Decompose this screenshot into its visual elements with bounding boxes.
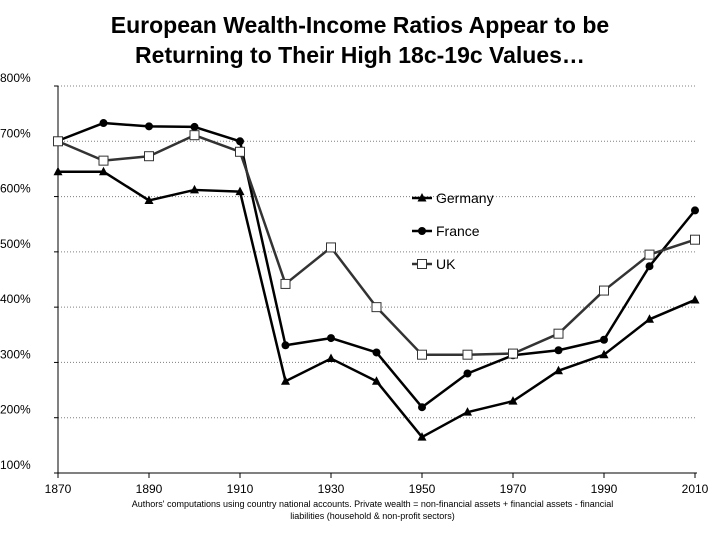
data-point-germany-2000 (645, 314, 654, 323)
legend-marker-uk (417, 259, 427, 269)
data-point-uk-1990 (599, 285, 609, 296)
x-tick-label-1950: 1950 (409, 482, 436, 496)
data-point-france-1900 (190, 122, 199, 131)
data-point-uk-1920 (280, 278, 291, 289)
data-point-germany-1990 (599, 349, 609, 359)
series-line-france (57, 121, 696, 409)
data-point-germany-1970 (508, 396, 518, 405)
data-point-germany-1930 (326, 353, 336, 363)
x-tick-label-2010: 2010 (682, 482, 709, 496)
legend-marker-france (418, 227, 426, 235)
legend: Germany France UK (412, 190, 494, 272)
data-point-uk-2000 (644, 249, 655, 260)
data-series (53, 119, 700, 441)
y-tick-label-800: 800% (0, 71, 31, 85)
data-point-uk-1890 (144, 151, 154, 162)
data-point-uk-1950 (417, 349, 427, 360)
data-point-uk-1880 (98, 155, 109, 166)
data-point-germany-1920 (281, 376, 290, 385)
data-point-france-1980 (554, 346, 563, 355)
data-point-france-1890 (145, 122, 153, 131)
data-point-france-1920 (281, 341, 290, 350)
data-point-germany-1950 (417, 432, 427, 441)
y-tick-label-400: 400% (0, 292, 31, 306)
y-tick-label-700: 700% (0, 126, 31, 140)
x-tick-label-1930: 1930 (318, 482, 345, 496)
legend-item-germany: Germany (412, 190, 494, 206)
data-point-france-1950 (418, 403, 426, 412)
source-note-line-1: Authors' computations using country nati… (131, 499, 614, 509)
data-point-germany-1900 (190, 184, 199, 194)
legend-item-france: France (412, 223, 480, 239)
y-tick-label-600: 600% (0, 182, 31, 196)
chart-title-line-1: European Wealth-Income Ratios Appear to … (110, 12, 610, 38)
legend-marker-germany (417, 193, 427, 202)
data-point-uk-2010 (690, 234, 700, 245)
data-point-france-1940 (372, 348, 381, 357)
data-point-uk-1870 (53, 136, 63, 147)
data-point-germany-1880 (99, 166, 108, 176)
source-note-line-2: liabilities (household & non-profit sect… (290, 511, 455, 521)
data-point-uk-1980 (553, 328, 564, 339)
chart-title: European Wealth-Income Ratios Appear to … (0, 10, 720, 70)
axes (57, 86, 697, 474)
data-point-uk-1960 (462, 349, 473, 360)
gridlines (58, 85, 695, 419)
legend-label-germany: Germany (436, 190, 494, 206)
legend-label-france: France (436, 223, 480, 239)
data-point-france-1960 (463, 369, 472, 378)
series-france (54, 119, 699, 412)
legend-label-uk: UK (436, 256, 456, 272)
data-point-france-2000 (645, 262, 654, 271)
x-tick-label-1910: 1910 (227, 482, 254, 496)
series-line-uk (57, 133, 696, 356)
data-point-germany-2010 (690, 294, 700, 304)
y-tick-label-300: 300% (0, 347, 31, 361)
data-point-germany-1980 (554, 365, 563, 375)
x-tick-label-1870: 1870 (45, 482, 72, 496)
data-point-france-1990 (600, 335, 608, 344)
data-point-germany-1910 (235, 186, 245, 196)
data-point-france-1910 (236, 137, 244, 146)
y-tick-label-100: 100% (0, 458, 31, 472)
x-axis-ticks: 1870 1890 1910 1930 1950 1970 1990 2010 (45, 473, 709, 496)
data-point-france-1880 (99, 119, 108, 128)
y-axis-ticks: 100% 200% 300% 400% 500% 600% 700% 800% (0, 71, 58, 474)
data-point-uk-1930 (326, 242, 336, 253)
x-tick-label-1890: 1890 (136, 482, 163, 496)
y-tick-label-500: 500% (0, 237, 31, 251)
chart-title-line-2: Returning to Their High 18c-19c Values… (135, 42, 585, 68)
y-tick-label-200: 200% (0, 403, 31, 417)
series-germany (53, 166, 700, 441)
data-point-germany-1940 (372, 376, 381, 385)
x-tick-label-1970: 1970 (500, 482, 527, 496)
series-uk (53, 130, 700, 360)
data-point-uk-1970 (508, 348, 518, 359)
data-point-uk-1910 (235, 146, 245, 157)
data-point-uk-1900 (189, 130, 200, 141)
data-point-uk-1940 (371, 302, 382, 313)
x-tick-label-1990: 1990 (591, 482, 618, 496)
source-note: Authors' computations using country nati… (95, 498, 650, 522)
data-point-germany-1890 (144, 195, 154, 204)
legend-item-uk: UK (412, 256, 456, 272)
data-point-france-2010 (691, 206, 699, 215)
data-point-germany-1960 (463, 407, 472, 416)
data-point-france-1930 (327, 334, 335, 343)
data-point-germany-1870 (53, 166, 63, 176)
